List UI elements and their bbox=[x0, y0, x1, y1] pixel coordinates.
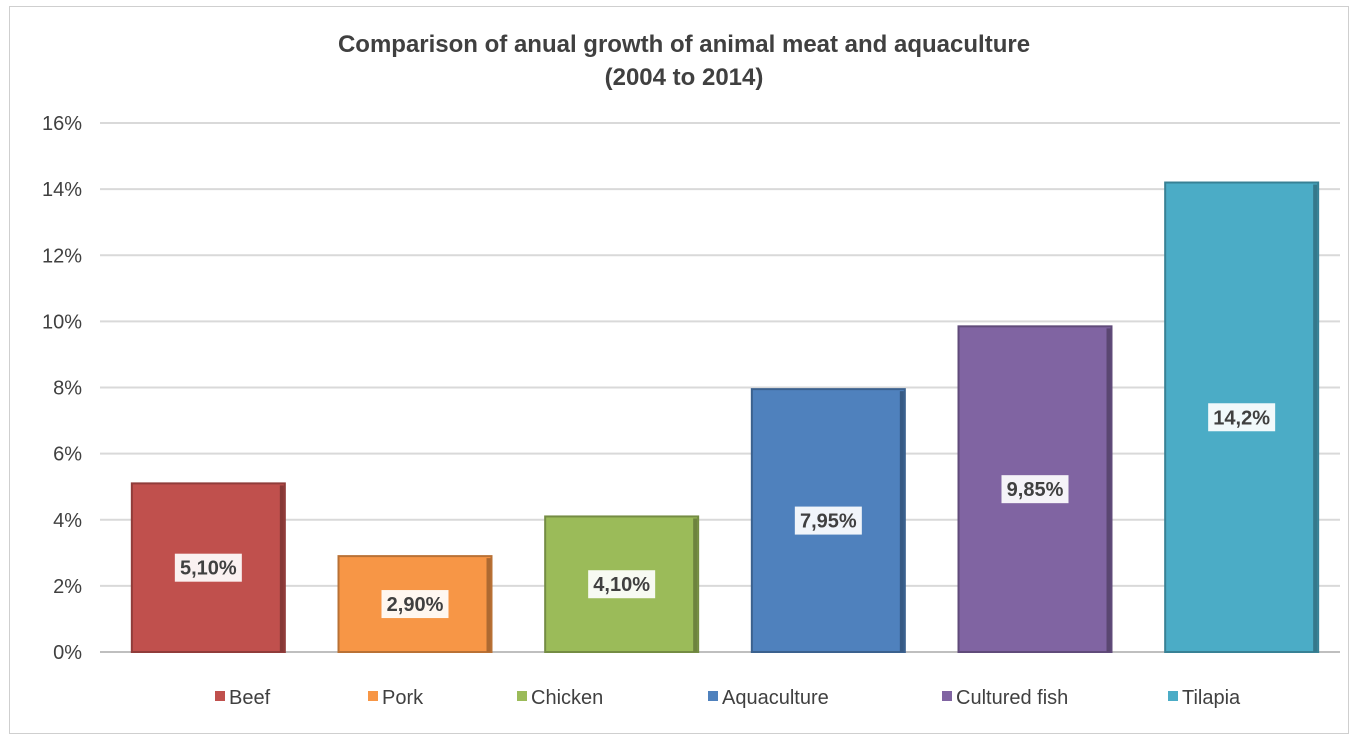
legend-swatch bbox=[1168, 691, 1178, 701]
data-label-background bbox=[1208, 403, 1276, 432]
bar-shadow bbox=[486, 558, 491, 652]
y-tick-label: 6% bbox=[53, 444, 82, 466]
legend-label: Pork bbox=[382, 687, 424, 709]
legend-swatch bbox=[517, 691, 527, 701]
bar-shadow bbox=[1106, 328, 1111, 652]
y-tick-label: 16% bbox=[42, 113, 82, 135]
bar-shadow bbox=[279, 485, 284, 652]
data-label-background bbox=[794, 506, 862, 535]
y-tick-label: 12% bbox=[42, 245, 82, 267]
data-labels: 5,10% 2,90% 4,10% 7,95% 9,85% 14,2% bbox=[174, 403, 1276, 619]
legend-swatch bbox=[215, 691, 225, 701]
legend-swatch bbox=[368, 691, 378, 701]
y-tick-label: 14% bbox=[42, 179, 82, 201]
chart-subtitle: (2004 to 2014) bbox=[605, 64, 764, 91]
data-label: 7,95% bbox=[800, 511, 857, 533]
y-tick-label: 2% bbox=[53, 576, 82, 598]
bar-shadow bbox=[899, 391, 904, 652]
chart-frame bbox=[9, 6, 1349, 734]
bar-shadow bbox=[693, 518, 698, 652]
data-label: 5,10% bbox=[180, 558, 237, 580]
chart-title: Comparison of anual growth of animal mea… bbox=[338, 31, 1030, 58]
data-label: 4,10% bbox=[593, 574, 650, 596]
y-tick-label: 0% bbox=[53, 642, 82, 664]
data-label-background bbox=[1001, 475, 1069, 504]
y-axis: 0% 2% 4% 6% 8% 10% 12% 14% 16% bbox=[42, 113, 82, 664]
y-tick-label: 10% bbox=[42, 311, 82, 333]
data-label: 2,90% bbox=[387, 594, 444, 616]
data-label: 9,85% bbox=[1007, 479, 1064, 501]
y-tick-label: 4% bbox=[53, 510, 82, 532]
legend-swatch bbox=[708, 691, 718, 701]
data-label-background bbox=[588, 570, 656, 599]
bars bbox=[130, 181, 1320, 654]
gridlines bbox=[100, 122, 1340, 653]
legend-label: Aquaculture bbox=[722, 687, 829, 709]
legend-swatch bbox=[942, 691, 952, 701]
data-label: 14,2% bbox=[1213, 407, 1270, 429]
y-tick-label: 8% bbox=[53, 378, 82, 400]
legend-label: Cultured fish bbox=[956, 687, 1068, 709]
legend-label: Beef bbox=[229, 687, 271, 709]
legend: Beef Pork Chicken Aquaculture Cultured fish T… bbox=[215, 687, 1241, 709]
legend-label: Tilapia bbox=[1182, 687, 1241, 709]
legend-label: Chicken bbox=[531, 687, 603, 709]
bar-shadow bbox=[1313, 184, 1318, 652]
data-label-background bbox=[381, 590, 449, 619]
data-label-background bbox=[174, 553, 242, 582]
